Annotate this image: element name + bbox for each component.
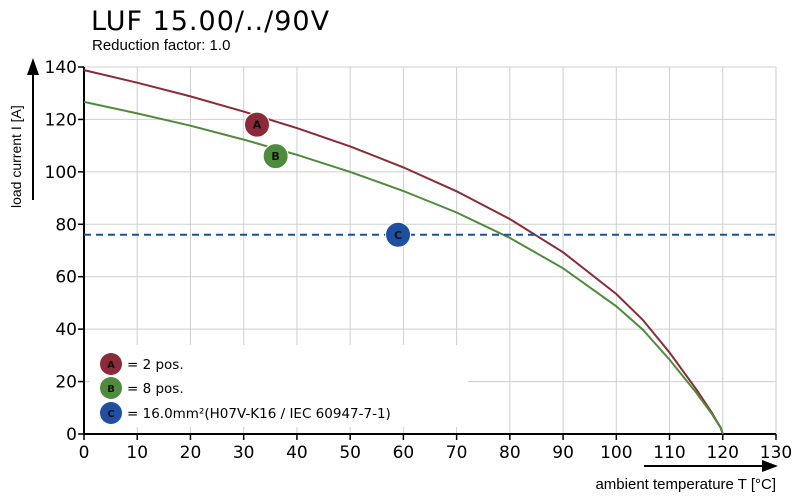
legend-swatch-label-a: A: [107, 360, 115, 371]
x-tick-label: 100: [600, 443, 632, 463]
chart-title: LUF 15.00/../90V: [91, 6, 331, 37]
marker-c: [385, 221, 412, 248]
x-tick-label: 80: [499, 443, 521, 463]
y-tick-label: 40: [55, 320, 77, 340]
legend-text-c: = 16.0mm²(H07V-K16 / IEC 60947-7-1): [127, 406, 391, 422]
y-tick-label: 20: [55, 373, 77, 393]
legend-swatch-b: [100, 377, 122, 399]
marker-a: [244, 111, 270, 138]
legend-swatch-c: [100, 402, 122, 424]
x-tick-label: 0: [79, 443, 90, 463]
y-tick-label: 0: [66, 425, 77, 445]
legend-swatch-label-b: B: [107, 384, 115, 395]
x-tick-label: 50: [339, 443, 361, 463]
legend-text-a: = 2 pos.: [127, 357, 184, 373]
y-axis-arrowhead: [27, 58, 39, 75]
marker-label-b: B: [271, 150, 279, 163]
marker-label-a: A: [253, 119, 262, 132]
marker-label-c: C: [394, 229, 402, 242]
x-tick-label: 30: [233, 443, 255, 463]
marker-b: [262, 143, 289, 170]
y-tick-label: 120: [45, 110, 77, 130]
x-tick-label: 10: [126, 443, 148, 463]
x-axis-arrowhead: [762, 460, 778, 472]
chart-subtitle: Reduction factor: 1.0: [92, 37, 231, 54]
x-tick-label: 60: [393, 443, 415, 463]
x-tick-label: 120: [707, 443, 739, 463]
x-axis-label: ambient temperature T [°C]: [595, 476, 776, 493]
x-tick-label: 20: [180, 443, 202, 463]
x-tick-label: 90: [552, 443, 574, 463]
legend-background: [90, 345, 468, 427]
legend-text-b: = 8 pos.: [127, 381, 184, 397]
x-tick-label: 130: [760, 443, 792, 463]
legend-swatch-label-c: C: [107, 409, 114, 420]
x-tick-label: 110: [653, 443, 685, 463]
y-tick-label: 80: [55, 215, 77, 235]
y-tick-label: 60: [55, 268, 77, 288]
series-line-b: [83, 100, 724, 435]
y-tick-label: 100: [45, 163, 77, 183]
y-tick-label: 140: [45, 58, 77, 78]
x-tick-label: 40: [286, 443, 308, 463]
legend-swatch-a: [100, 353, 122, 375]
x-tick-label: 70: [446, 443, 468, 463]
y-axis-label: load current I [A]: [8, 105, 24, 208]
